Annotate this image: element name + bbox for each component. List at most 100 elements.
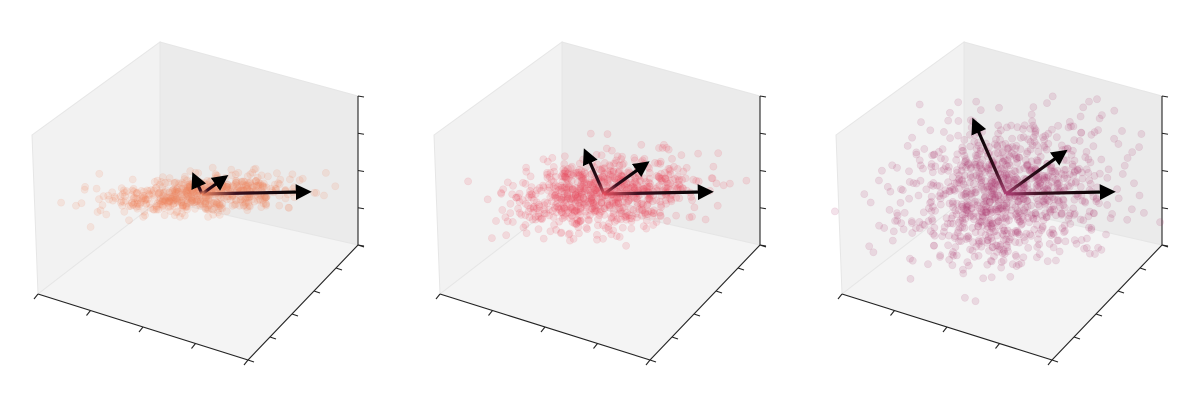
scatter-point bbox=[600, 159, 609, 167]
scatter-point bbox=[1013, 215, 1022, 224]
scatter-point bbox=[554, 202, 563, 211]
scatter-point bbox=[1089, 142, 1098, 151]
z-tick bbox=[759, 132, 767, 135]
scatter-point bbox=[1039, 197, 1047, 206]
scatter-point bbox=[164, 196, 173, 205]
scatter-point bbox=[533, 186, 541, 195]
scatter-point bbox=[223, 195, 231, 204]
scatter-point bbox=[155, 190, 163, 199]
scatter-point bbox=[1011, 251, 1020, 259]
scatter-point bbox=[1048, 225, 1057, 234]
scatter-point bbox=[130, 187, 138, 196]
scatter-point bbox=[173, 198, 182, 207]
scatter-point bbox=[209, 205, 218, 214]
scatter-point bbox=[284, 203, 293, 212]
scatter-point bbox=[641, 208, 650, 217]
scatter-point bbox=[664, 179, 672, 188]
scatter-point bbox=[229, 182, 238, 190]
scatter-point bbox=[596, 205, 605, 213]
scatter-point bbox=[990, 150, 999, 158]
scatter-point bbox=[1038, 222, 1047, 231]
scatter-point bbox=[580, 178, 589, 187]
scatter-point bbox=[161, 196, 170, 205]
scatter-point bbox=[540, 205, 549, 214]
scatter-point bbox=[551, 201, 560, 210]
scatter-point bbox=[104, 191, 113, 200]
scatter-point bbox=[961, 210, 969, 218]
scatter-point bbox=[908, 256, 917, 265]
scatter-point bbox=[142, 195, 151, 204]
scatter-point bbox=[961, 192, 970, 201]
scatter-point bbox=[255, 195, 264, 204]
scatter-point bbox=[988, 208, 997, 216]
scatter-point bbox=[642, 216, 651, 225]
scatter-point bbox=[152, 203, 161, 212]
scatter-point bbox=[666, 194, 674, 203]
scatter-point bbox=[1060, 228, 1068, 236]
scatter-point bbox=[593, 207, 602, 216]
scatter-point bbox=[298, 174, 307, 183]
scatter-point bbox=[615, 204, 624, 213]
scatter-point bbox=[577, 188, 586, 197]
scatter-point bbox=[637, 177, 645, 185]
scatter-point bbox=[525, 213, 534, 221]
scatter-point bbox=[185, 194, 194, 203]
scatter-point bbox=[175, 194, 183, 203]
scatter-point bbox=[57, 198, 65, 207]
scatter-point bbox=[657, 201, 665, 209]
scatter-point bbox=[256, 181, 265, 190]
scatter-point bbox=[150, 177, 159, 186]
scatter-point bbox=[619, 203, 628, 212]
scatter-point bbox=[1040, 173, 1049, 182]
scatter-point bbox=[562, 185, 571, 194]
scatter-point bbox=[129, 200, 138, 209]
scatter-point bbox=[929, 241, 938, 250]
scatter-point bbox=[95, 169, 104, 178]
scatter-point bbox=[241, 181, 250, 190]
scatter-point bbox=[620, 183, 629, 192]
scatter-point bbox=[543, 173, 552, 182]
scatter-point bbox=[919, 220, 927, 229]
scatter-point bbox=[1030, 124, 1039, 133]
scatter-point bbox=[961, 155, 970, 163]
scatter-point bbox=[295, 176, 304, 185]
scatter-point bbox=[522, 229, 531, 238]
scatter-point bbox=[996, 204, 1005, 212]
scatter-point bbox=[1048, 92, 1057, 101]
scatter-point bbox=[598, 164, 607, 173]
scatter-point bbox=[964, 232, 973, 240]
scatter-point bbox=[945, 187, 954, 195]
scatter-point bbox=[955, 178, 964, 187]
scatter-point bbox=[132, 194, 141, 203]
scatter-point bbox=[977, 182, 986, 191]
scatter-point bbox=[187, 198, 195, 206]
scatter-point bbox=[999, 245, 1008, 254]
scatter-point bbox=[168, 186, 177, 195]
scatter-point bbox=[996, 135, 1004, 144]
scatter-point bbox=[506, 199, 515, 208]
scatter-point bbox=[978, 208, 987, 217]
scatter-point bbox=[610, 217, 619, 226]
scatter-point bbox=[178, 196, 186, 205]
scatter-point bbox=[517, 210, 526, 219]
scatter-point bbox=[180, 172, 189, 181]
scatter-point bbox=[159, 204, 168, 212]
scatter-point bbox=[579, 194, 588, 202]
scatter-point bbox=[912, 150, 921, 159]
scatter-point bbox=[178, 201, 187, 210]
scatter-point bbox=[586, 188, 595, 197]
scatter-point bbox=[944, 231, 953, 240]
scatter-point bbox=[1087, 224, 1096, 232]
scatter-point bbox=[1026, 137, 1035, 146]
scatter-point bbox=[637, 140, 646, 149]
scatter-point bbox=[207, 205, 216, 214]
scatter-point bbox=[182, 188, 190, 196]
scatter-point bbox=[944, 116, 953, 125]
scatter-point bbox=[1042, 145, 1051, 154]
scatter-point bbox=[72, 201, 80, 210]
scatter-point bbox=[649, 221, 658, 229]
scatter-point bbox=[617, 183, 625, 192]
scatter-point bbox=[951, 232, 959, 241]
scatter-point bbox=[576, 186, 584, 195]
scatter-point bbox=[972, 171, 981, 180]
